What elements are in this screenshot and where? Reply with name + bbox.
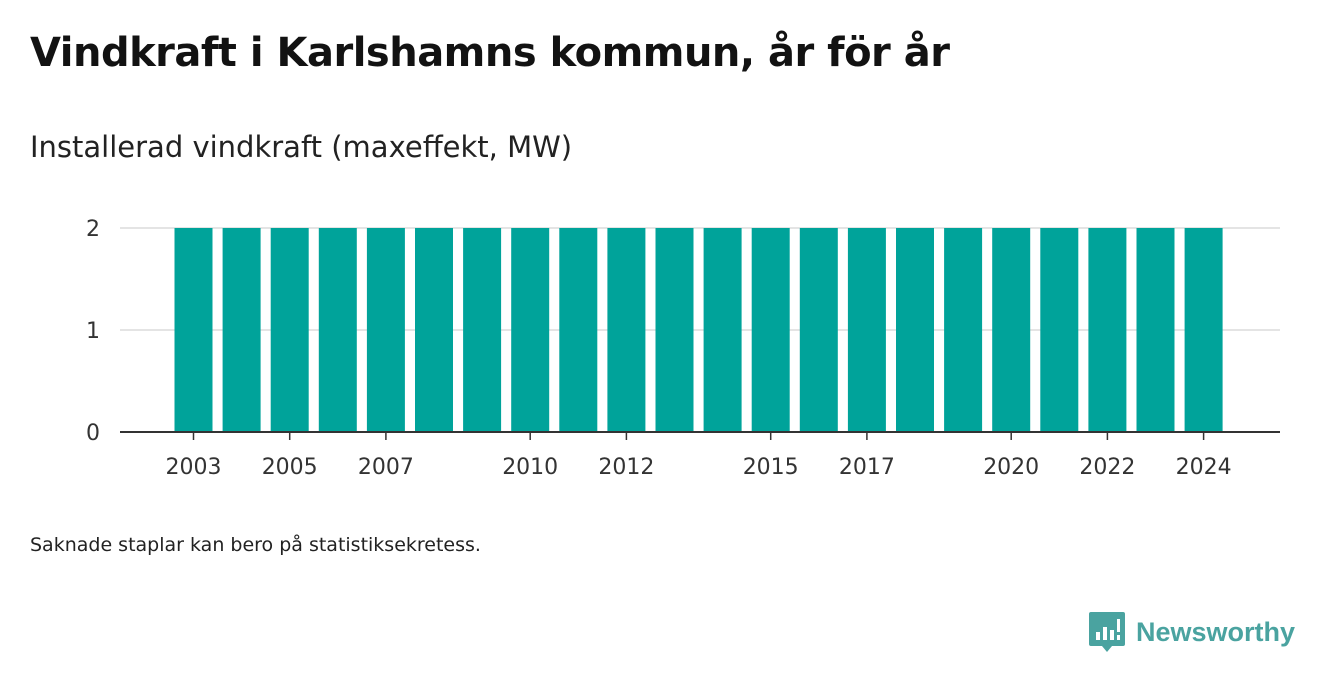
y-tick-label: 0 [86, 421, 100, 446]
bar-2003[interactable] [174, 228, 213, 432]
bar-2013[interactable] [655, 228, 694, 432]
bar-2021[interactable] [1040, 228, 1079, 432]
bar-2017[interactable] [847, 228, 886, 432]
chart-subtitle: Installerad vindkraft (maxeffekt, MW) [30, 130, 573, 164]
bar-2015[interactable] [751, 228, 790, 432]
bar-2007[interactable] [366, 228, 405, 432]
x-tick-label: 2010 [502, 455, 558, 480]
y-tick-label: 1 [86, 319, 100, 344]
bar-2019[interactable] [944, 228, 983, 432]
newsworthy-brand[interactable]: Newsworthy [1088, 610, 1295, 654]
x-tick-label: 2012 [598, 455, 654, 480]
newsworthy-logo-icon [1089, 612, 1125, 652]
x-tick-label: 2007 [358, 455, 414, 480]
x-tick-label: 2005 [262, 455, 318, 480]
brand-name: Newsworthy [1136, 616, 1296, 647]
bar-2014[interactable] [703, 228, 742, 432]
bar-2012[interactable] [607, 228, 646, 432]
x-tick-label: 2020 [983, 455, 1039, 480]
gridlines [120, 227, 1280, 331]
x-tick-label: 2015 [743, 455, 799, 480]
bar-2024[interactable] [1184, 228, 1223, 432]
bar-2009[interactable] [463, 228, 502, 432]
x-tick-label: 2022 [1079, 455, 1135, 480]
bars [174, 228, 1223, 432]
bar-2018[interactable] [896, 228, 934, 432]
footnote: Saknade staplar kan bero på statistiksek… [30, 534, 481, 556]
x-tick-label: 2024 [1176, 455, 1232, 480]
bar-2010[interactable] [511, 228, 550, 432]
bar-2022[interactable] [1088, 228, 1127, 432]
bar-2023[interactable] [1136, 228, 1175, 432]
bar-chart: 0 1 2 2003 2005 2007 2010 2012 2015 2017 2020 2022… [86, 217, 1280, 480]
chart-title: Vindkraft i Karlshamns kommun, år för år [30, 30, 950, 76]
y-tick-label: 2 [86, 217, 100, 242]
bar-2008[interactable] [415, 228, 453, 432]
bar-2006[interactable] [318, 228, 357, 432]
bar-2020[interactable] [992, 228, 1031, 432]
bar-2016[interactable] [799, 228, 838, 432]
y-axis-ticks: 0 1 2 [86, 217, 100, 446]
bar-2011[interactable] [559, 228, 598, 432]
x-axis-ticks: 2003 2005 2007 2010 2012 2015 2017 2020 2022 2024 [166, 432, 1232, 480]
x-tick-label: 2003 [166, 455, 222, 480]
bar-2004[interactable] [222, 228, 261, 432]
x-tick-label: 2017 [839, 455, 895, 480]
bar-2005[interactable] [270, 228, 309, 432]
